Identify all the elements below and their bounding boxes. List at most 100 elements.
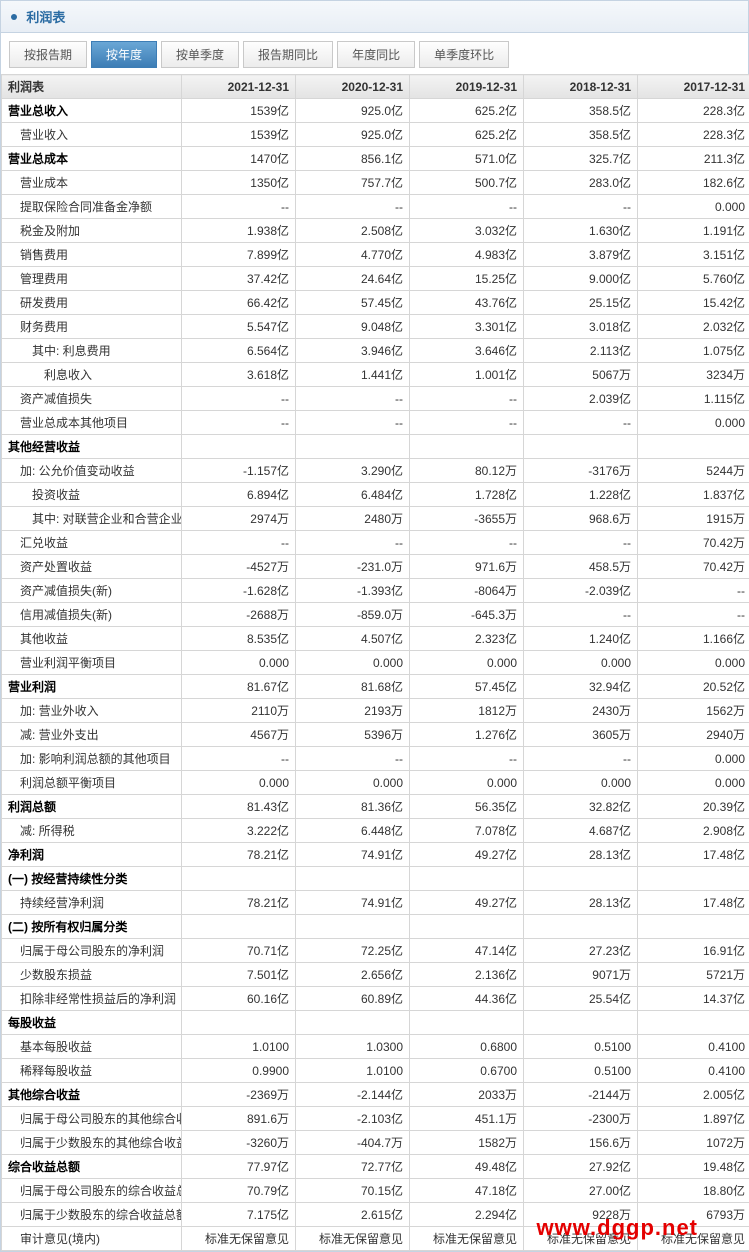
cell: -- (182, 747, 296, 771)
tab-1[interactable]: 按年度 (91, 41, 157, 68)
cell: -- (410, 411, 524, 435)
cell: 15.42亿 (638, 291, 749, 315)
cell: -- (524, 195, 638, 219)
cell: 1.441亿 (296, 363, 410, 387)
cell: 625.2亿 (410, 99, 524, 123)
cell: 3.879亿 (524, 243, 638, 267)
cell (638, 915, 749, 939)
cell: 81.36亿 (296, 795, 410, 819)
cell (410, 1011, 524, 1035)
table-row: 扣除非经常性损益后的净利润60.16亿60.89亿44.36亿25.54亿14.… (2, 987, 749, 1011)
cell: 891.6万 (182, 1107, 296, 1131)
tab-4[interactable]: 年度同比 (337, 41, 415, 68)
cell: 2033万 (410, 1083, 524, 1107)
cell: 1.897亿 (638, 1107, 749, 1131)
row-label: 资产处置收益 (2, 555, 182, 579)
cell: 72.77亿 (296, 1155, 410, 1179)
cell: 7.078亿 (410, 819, 524, 843)
cell: 3.222亿 (182, 819, 296, 843)
cell: 925.0亿 (296, 99, 410, 123)
tab-2[interactable]: 按单季度 (161, 41, 239, 68)
table-row: 加: 营业外收入2110万2193万1812万2430万1562万 (2, 699, 749, 723)
table-row: 营业总成本其他项目--------0.000 (2, 411, 749, 435)
table-row: 利润总额81.43亿81.36亿56.35亿32.82亿20.39亿 (2, 795, 749, 819)
cell: 0.9900 (182, 1059, 296, 1083)
cell: 70.71亿 (182, 939, 296, 963)
cell: 358.5亿 (524, 123, 638, 147)
cell: 2974万 (182, 507, 296, 531)
cell: -404.7万 (296, 1131, 410, 1155)
table-row: 净利润78.21亿74.91亿49.27亿28.13亿17.48亿 (2, 843, 749, 867)
tab-5[interactable]: 单季度环比 (419, 41, 509, 68)
cell: 2480万 (296, 507, 410, 531)
table-row: 归属于少数股东的综合收益总额7.175亿2.615亿2.294亿9228万679… (2, 1203, 749, 1227)
cell: -3176万 (524, 459, 638, 483)
row-label: 税金及附加 (2, 219, 182, 243)
cell: 925.0亿 (296, 123, 410, 147)
cell: 56.35亿 (410, 795, 524, 819)
cell: -1.157亿 (182, 459, 296, 483)
cell: -- (524, 747, 638, 771)
cell: 1.630亿 (524, 219, 638, 243)
row-label: 归属于母公司股东的净利润 (2, 939, 182, 963)
cell: 37.42亿 (182, 267, 296, 291)
cell: -- (182, 411, 296, 435)
cell: 47.18亿 (410, 1179, 524, 1203)
cell: 49.48亿 (410, 1155, 524, 1179)
tab-3[interactable]: 报告期同比 (243, 41, 333, 68)
cell: -- (410, 747, 524, 771)
tabs-bar: 按报告期按年度按单季度报告期同比年度同比单季度环比 (0, 33, 749, 74)
cell: 0.000 (410, 651, 524, 675)
row-label: 资产减值损失 (2, 387, 182, 411)
cell: 7.501亿 (182, 963, 296, 987)
table-row: 其他收益8.535亿4.507亿2.323亿1.240亿1.166亿 (2, 627, 749, 651)
cell: 49.27亿 (410, 891, 524, 915)
cell: -- (296, 387, 410, 411)
cell: 2.005亿 (638, 1083, 749, 1107)
cell: 80.12万 (410, 459, 524, 483)
row-label: 汇兑收益 (2, 531, 182, 555)
cell: 156.6万 (524, 1131, 638, 1155)
cell: -2688万 (182, 603, 296, 627)
cell: -2.039亿 (524, 579, 638, 603)
row-label: 提取保险合同准备金净额 (2, 195, 182, 219)
table-row: 归属于少数股东的其他综合收益-3260万-404.7万1582万156.6万10… (2, 1131, 749, 1155)
row-label: 归属于母公司股东的其他综合收益 (2, 1107, 182, 1131)
table-row: 其他经营收益 (2, 435, 749, 459)
cell: 182.6亿 (638, 171, 749, 195)
cell: 2193万 (296, 699, 410, 723)
cell: 2110万 (182, 699, 296, 723)
cell: 0.000 (524, 771, 638, 795)
cell (638, 435, 749, 459)
cell: 968.6万 (524, 507, 638, 531)
cell: 20.39亿 (638, 795, 749, 819)
cell: -- (410, 531, 524, 555)
cell: 17.48亿 (638, 843, 749, 867)
row-label: 管理费用 (2, 267, 182, 291)
cell: -- (296, 747, 410, 771)
table-row: 营业收入1539亿925.0亿625.2亿358.5亿228.3亿 (2, 123, 749, 147)
cell: 1.228亿 (524, 483, 638, 507)
cell: -- (182, 387, 296, 411)
col-label: 利润表 (2, 75, 182, 99)
cell: 2.039亿 (524, 387, 638, 411)
cell: 2940万 (638, 723, 749, 747)
cell: 4567万 (182, 723, 296, 747)
table-row: 营业利润平衡项目0.0000.0000.0000.0000.000 (2, 651, 749, 675)
table-row: 减: 所得税3.222亿6.448亿7.078亿4.687亿2.908亿 (2, 819, 749, 843)
cell: 标准无保留意见 (638, 1227, 749, 1251)
cell: 81.68亿 (296, 675, 410, 699)
cell: 43.76亿 (410, 291, 524, 315)
table-row: 税金及附加1.938亿2.508亿3.032亿1.630亿1.191亿 (2, 219, 749, 243)
col-date-5: 2017-12-31 (638, 75, 749, 99)
cell: 1915万 (638, 507, 749, 531)
row-label: 利润总额 (2, 795, 182, 819)
cell: -1.393亿 (296, 579, 410, 603)
income-statement-table: 利润表2021-12-312020-12-312019-12-312018-12… (1, 74, 749, 1251)
row-label: 加: 影响利润总额的其他项目 (2, 747, 182, 771)
panel-title: 利润表 (26, 10, 65, 25)
cell: -3260万 (182, 1131, 296, 1155)
row-label: 营业收入 (2, 123, 182, 147)
tab-0[interactable]: 按报告期 (9, 41, 87, 68)
cell: 17.48亿 (638, 891, 749, 915)
